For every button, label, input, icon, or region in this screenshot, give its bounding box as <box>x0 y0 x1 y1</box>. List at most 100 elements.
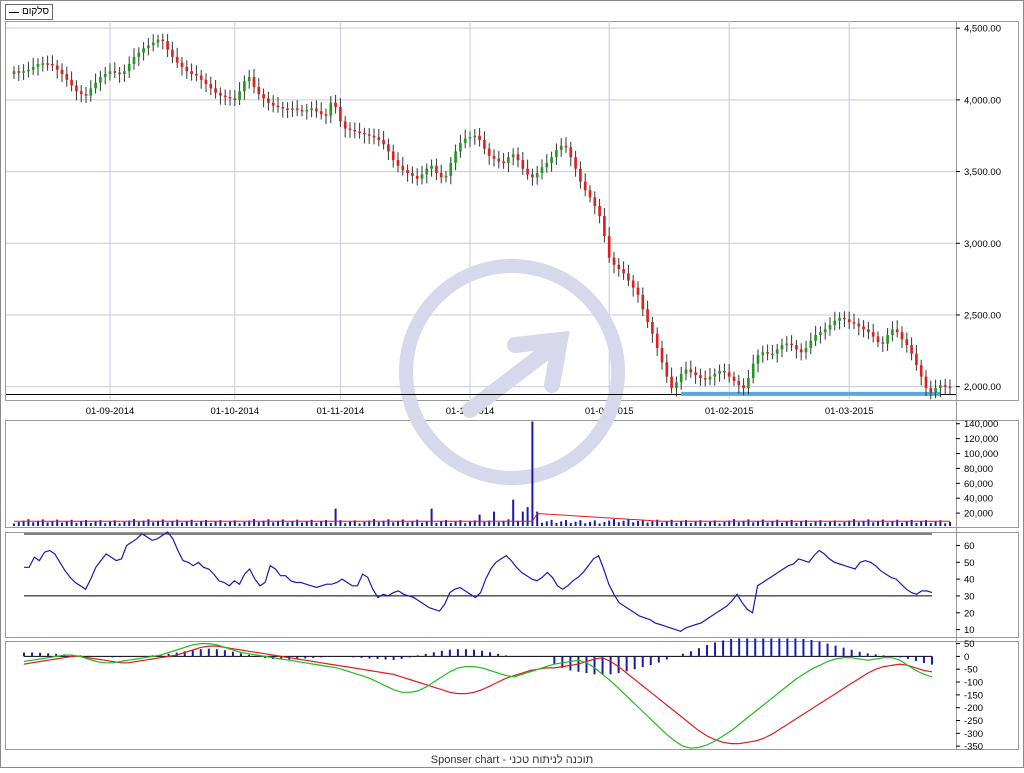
volume-bar <box>248 520 251 526</box>
volume-bar <box>771 521 774 526</box>
macd-histogram-bar <box>818 641 821 657</box>
candle-body <box>319 111 323 115</box>
candle-body <box>751 363 755 379</box>
macd-histogram-bar <box>794 638 797 657</box>
candle-body <box>252 76 256 87</box>
y-tick-label: 20,000 <box>964 509 993 520</box>
volume-bar <box>421 522 423 526</box>
candle-body <box>895 329 899 333</box>
volume-bar <box>89 523 92 526</box>
candle-body <box>89 88 93 96</box>
candle-body <box>593 197 597 206</box>
y-tick-label: 100,000 <box>964 449 998 460</box>
macd-histogram-bar <box>215 649 218 657</box>
volume-bar <box>113 520 116 526</box>
volume-bar <box>445 520 447 526</box>
candle-body <box>545 162 549 168</box>
candle-body <box>171 49 174 57</box>
volume-bar <box>449 523 452 526</box>
macd-histogram-bar <box>481 650 484 657</box>
volume-bar <box>339 520 342 526</box>
volume-bar <box>728 520 731 526</box>
volume-bar <box>478 514 481 526</box>
candle-body <box>929 388 933 393</box>
volume-bar <box>939 520 942 526</box>
candle-body <box>775 349 779 354</box>
volume-bar <box>593 520 596 526</box>
volume-bar <box>862 520 865 526</box>
volume-bar <box>435 522 438 526</box>
candle-body <box>175 56 179 63</box>
macd-histogram-bar <box>368 656 371 659</box>
macd-histogram-bar <box>280 656 283 660</box>
candle-body <box>51 64 54 66</box>
candle-body <box>17 71 21 73</box>
candle-body <box>36 64 40 67</box>
volume-bar <box>17 522 20 526</box>
volume-bar <box>440 521 443 526</box>
volume-bar <box>536 511 539 526</box>
candle-body <box>699 375 702 379</box>
volume-bar <box>699 520 702 526</box>
volume-bar <box>296 519 299 526</box>
y-tick-label: 50 <box>964 639 975 650</box>
volume-bar <box>589 521 591 526</box>
macd-histogram-bar <box>914 656 917 662</box>
candle-body <box>612 257 616 265</box>
macd-histogram-bar <box>665 656 668 660</box>
candle-body <box>660 347 664 363</box>
legend-line-icon <box>9 11 19 13</box>
legend[interactable]: סלקום <box>5 4 54 20</box>
candle-body <box>334 102 337 108</box>
candle-body <box>238 91 241 100</box>
y-tick-label: 40,000 <box>964 494 993 505</box>
macd-histogram-bar <box>264 656 267 658</box>
candle-body <box>516 154 520 161</box>
volume-bar <box>723 522 726 526</box>
candle-body <box>636 287 640 295</box>
candle-body <box>939 385 942 389</box>
macd-histogram-bar <box>231 651 234 657</box>
macd-histogram-bar <box>617 656 620 674</box>
candle-body <box>948 386 952 389</box>
volume-bar <box>934 521 937 526</box>
candle-body <box>343 121 347 129</box>
macd-histogram-bar <box>143 655 146 657</box>
volume-bar <box>430 508 433 526</box>
volume-bar <box>944 523 947 526</box>
volume-bar <box>925 520 927 526</box>
volume-bar <box>853 519 855 526</box>
y-tick-label: 50 <box>964 558 975 569</box>
candle-body <box>684 369 688 374</box>
volume-bar <box>646 522 649 526</box>
volume-bar <box>795 522 798 526</box>
candle-body <box>233 98 237 100</box>
candle-body <box>420 174 424 179</box>
candle-body <box>142 48 145 53</box>
volume-bar <box>61 522 63 526</box>
volume-bar <box>704 523 707 526</box>
candle-body <box>771 353 774 356</box>
macd-histogram-bar <box>505 655 508 657</box>
volume-bar <box>555 522 558 526</box>
y-tick-label: 60 <box>964 541 975 552</box>
candle-body <box>737 380 741 386</box>
candle-body <box>742 385 745 389</box>
candle-body <box>324 114 328 116</box>
volume-bar <box>94 521 97 526</box>
y-tick-label: 30 <box>964 591 975 602</box>
macd-histogram-bar <box>593 656 596 675</box>
macd-histogram-bar <box>103 656 106 657</box>
volume-bar <box>665 521 668 526</box>
macd-histogram-bar <box>898 656 901 658</box>
macd-histogram-bar <box>609 656 612 675</box>
candle-body <box>473 135 477 138</box>
volume-bar <box>185 521 188 526</box>
macd-histogram-bar <box>826 643 829 657</box>
volume-bar <box>603 522 606 526</box>
candle-body <box>84 94 88 96</box>
candle-body <box>161 39 165 42</box>
candle-body <box>185 66 189 72</box>
candle-body <box>833 320 837 325</box>
